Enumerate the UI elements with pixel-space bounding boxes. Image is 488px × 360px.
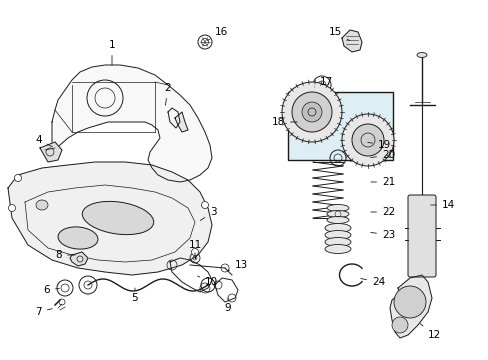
Ellipse shape	[58, 227, 98, 249]
Text: 6: 6	[43, 285, 59, 295]
Circle shape	[341, 114, 393, 166]
Polygon shape	[70, 252, 88, 266]
Text: 9: 9	[224, 298, 231, 313]
Text: 5: 5	[131, 288, 138, 303]
Ellipse shape	[326, 204, 348, 211]
Text: 14: 14	[430, 200, 454, 210]
Ellipse shape	[325, 238, 350, 247]
Circle shape	[282, 82, 341, 142]
Text: 3: 3	[200, 207, 216, 220]
Polygon shape	[341, 30, 361, 52]
Ellipse shape	[325, 230, 350, 239]
Ellipse shape	[82, 201, 153, 235]
Text: 1: 1	[108, 40, 115, 65]
Text: 2: 2	[164, 83, 171, 105]
Circle shape	[15, 175, 21, 181]
Circle shape	[191, 248, 198, 256]
FancyBboxPatch shape	[407, 195, 435, 277]
Bar	[287, 92, 392, 160]
Text: 13: 13	[227, 260, 248, 271]
Circle shape	[291, 92, 331, 132]
Ellipse shape	[416, 53, 426, 58]
Text: 7: 7	[35, 307, 52, 317]
Polygon shape	[175, 112, 187, 132]
Text: 12: 12	[419, 324, 440, 340]
Circle shape	[302, 102, 321, 122]
Polygon shape	[389, 275, 431, 338]
Text: 21: 21	[370, 177, 394, 187]
Ellipse shape	[325, 244, 350, 253]
Text: 23: 23	[370, 230, 394, 240]
Polygon shape	[40, 142, 62, 162]
Text: 15: 15	[328, 27, 349, 41]
Circle shape	[8, 204, 16, 211]
Text: 16: 16	[207, 27, 228, 41]
Text: 18: 18	[271, 117, 297, 127]
Text: 10: 10	[197, 276, 218, 287]
Text: 19: 19	[367, 140, 390, 150]
Ellipse shape	[36, 200, 48, 210]
Text: 20: 20	[370, 150, 394, 160]
Ellipse shape	[326, 216, 348, 224]
Text: 24: 24	[360, 277, 385, 287]
Polygon shape	[52, 65, 212, 182]
Polygon shape	[8, 162, 212, 275]
Circle shape	[201, 202, 208, 208]
Text: 4: 4	[35, 135, 52, 147]
Ellipse shape	[326, 211, 348, 217]
Circle shape	[351, 124, 383, 156]
Ellipse shape	[325, 224, 350, 233]
Circle shape	[393, 286, 425, 318]
Circle shape	[391, 317, 407, 333]
Text: 17: 17	[314, 77, 332, 87]
Text: 22: 22	[370, 207, 394, 217]
Text: 8: 8	[55, 250, 75, 260]
Text: 11: 11	[188, 240, 201, 255]
